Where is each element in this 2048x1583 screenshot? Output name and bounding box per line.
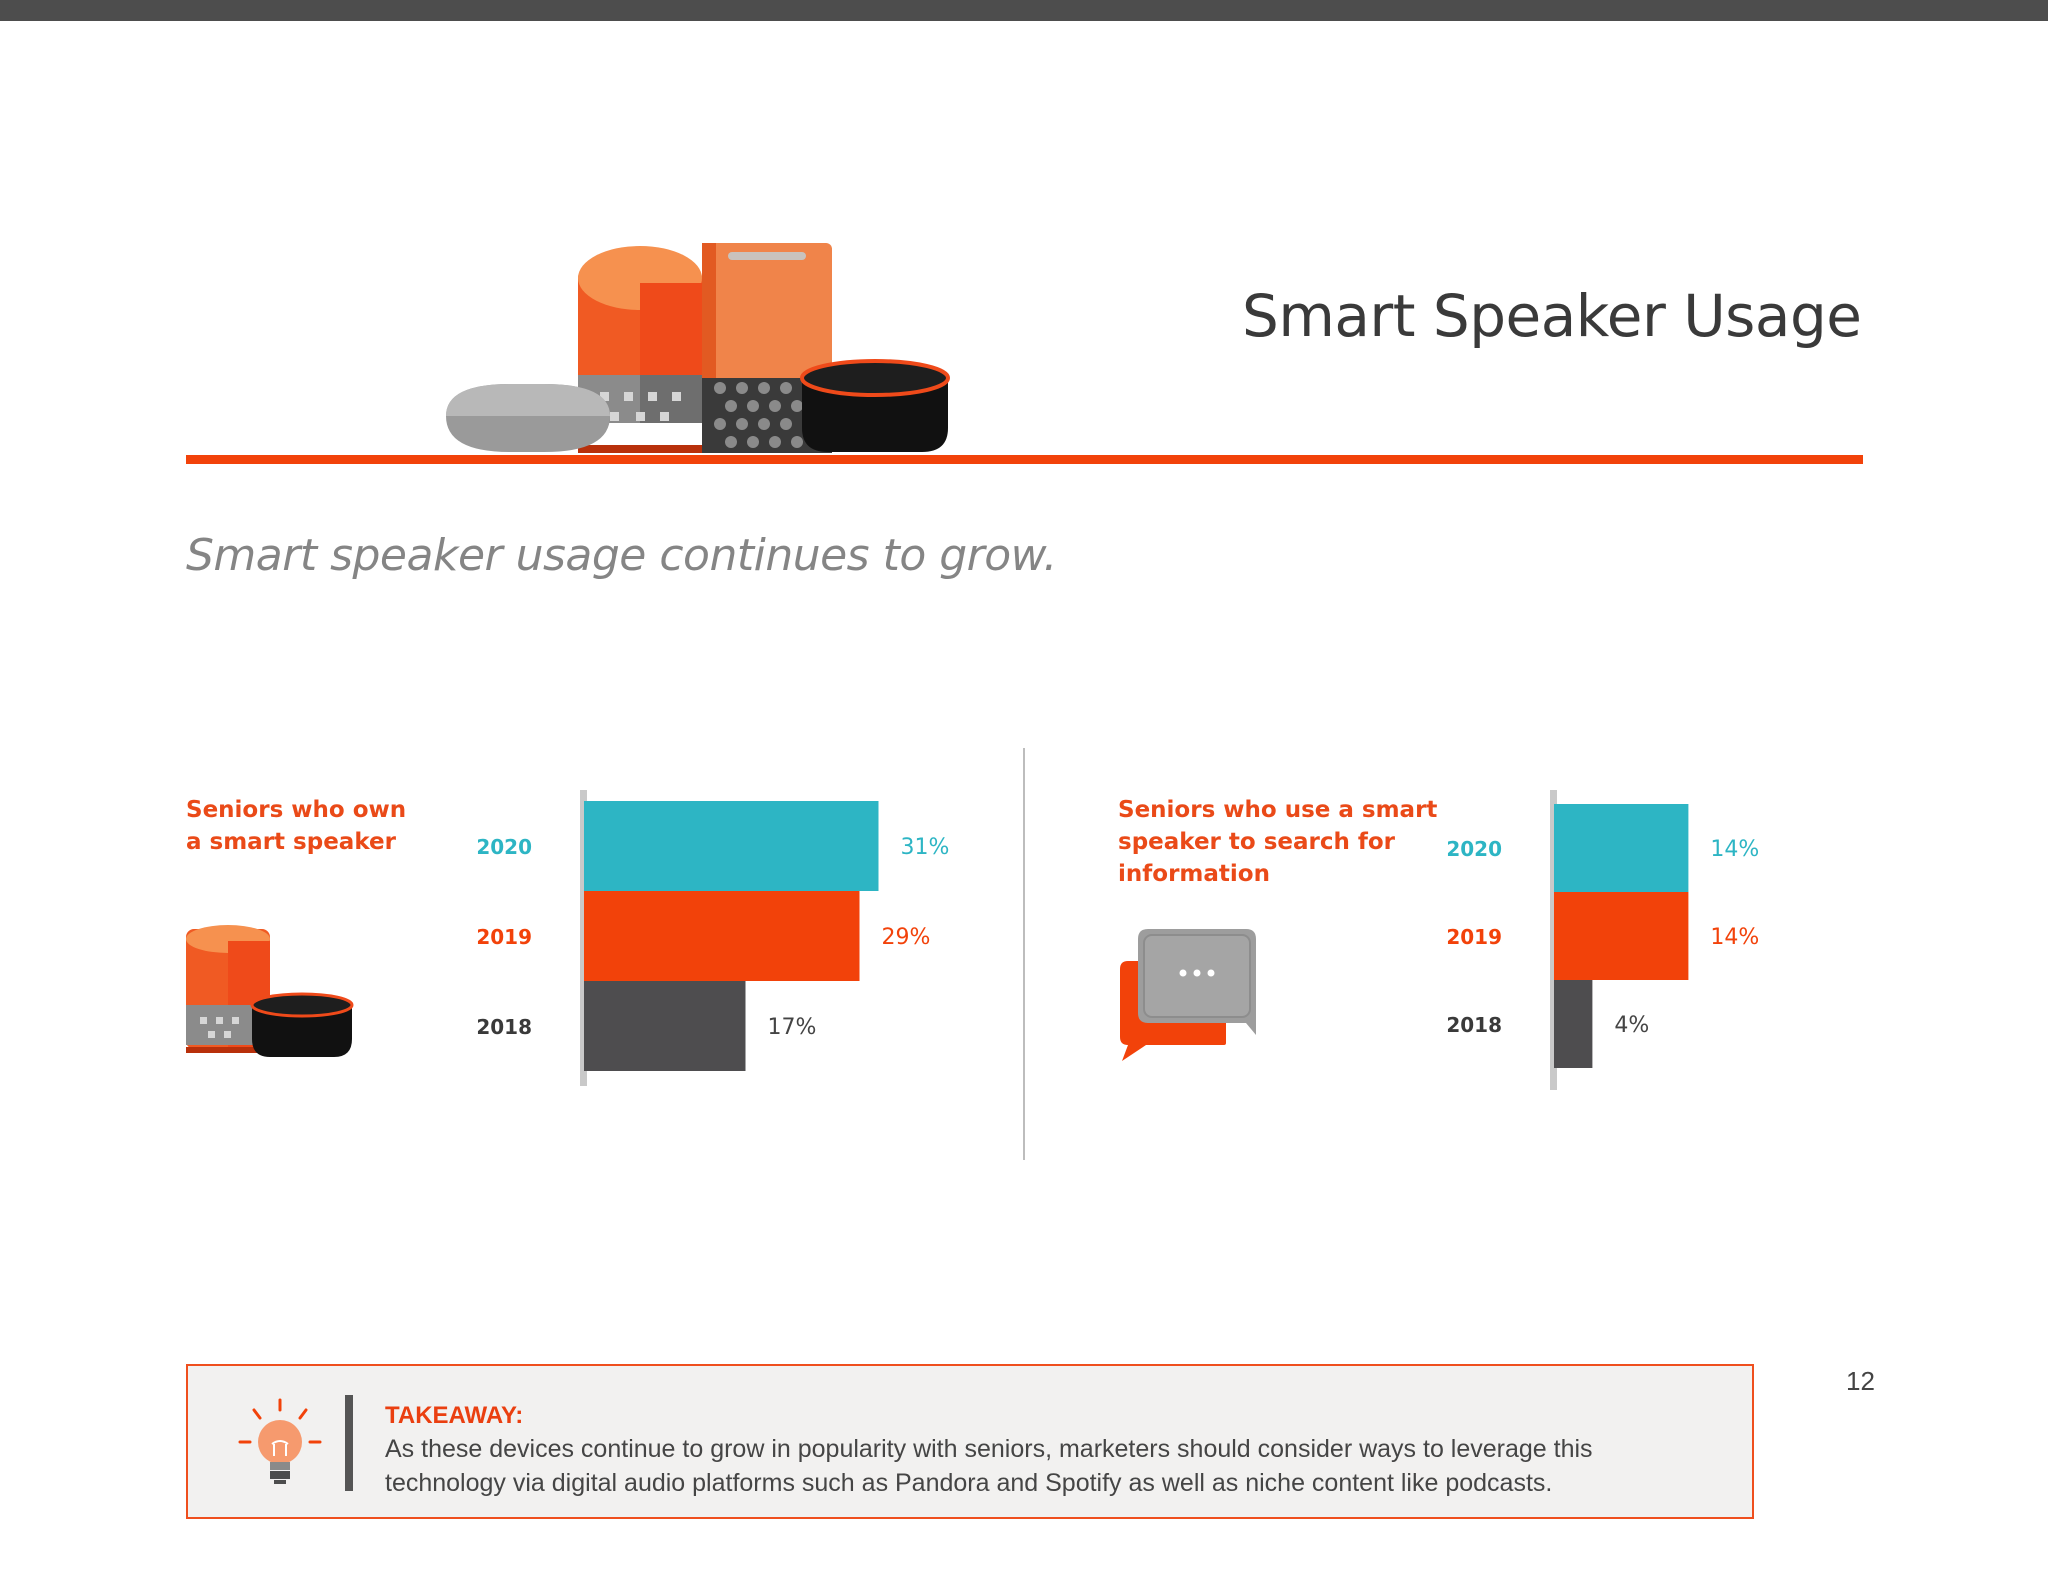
value-label: 31% [901,835,950,860]
charts-divider [1023,748,1025,1160]
chart2-title-line: Seniors who use a smart [1118,797,1438,823]
category-label: 2018 [1446,1013,1502,1037]
page-title: Smart Speaker Usage [1242,282,1862,350]
chart1-title: Seniors who own a smart speaker [186,794,406,858]
chart1-title-line: a smart speaker [186,829,396,855]
chart-axis [580,790,587,1086]
takeaway-box: TAKEAWAY: As these devices continue to g… [186,1364,1754,1519]
category-label: 2018 [476,1015,532,1039]
lightbulb-icon [238,1398,322,1484]
takeaway-heading: TAKEAWAY: [385,1402,524,1429]
chart2-title-line: information [1118,861,1270,887]
page-number: 12 [1846,1366,1875,1396]
chart-bar [1554,892,1689,980]
chart-bar [1554,980,1593,1068]
category-label: 2020 [1446,837,1502,861]
category-label: 2019 [476,925,532,949]
value-label: 14% [1710,837,1759,862]
category-label: 2019 [1446,925,1502,949]
chart1-title-line: Seniors who own [186,797,407,823]
chat-bubbles-icon [1120,929,1256,1061]
value-label: 4% [1614,1013,1649,1038]
chart2-title-line: speaker to search for [1118,829,1396,855]
page-subtitle: Smart speaker usage continues to grow. [186,530,1057,581]
chart1-svg: 2020 31% 2019 29% 2018 17% [476,790,950,1086]
top-bar [0,0,2048,21]
takeaway-line: technology via digital audio platforms s… [385,1469,1553,1497]
speaker-pair-icon [186,925,354,1057]
chart-axis [1550,790,1557,1090]
value-label: 17% [768,1015,817,1040]
chart-bar [584,981,746,1071]
chart-bar [1554,804,1689,892]
smart-speakers-illustration [446,243,950,453]
header-rule [186,455,1863,464]
chart-bar [584,891,860,981]
takeaway-text: As these devices continue to grow in pop… [385,1432,1705,1500]
chart2-title: Seniors who use a smart speaker to searc… [1118,794,1437,890]
takeaway-line: As these devices continue to grow in pop… [385,1435,1593,1463]
takeaway-divider [345,1395,353,1491]
chart2-svg: 2020 14% 2019 14% 2018 4% [1446,790,1759,1090]
category-label: 2020 [476,835,532,859]
value-label: 29% [882,925,931,950]
chart-bar [584,801,879,891]
value-label: 14% [1710,925,1759,950]
